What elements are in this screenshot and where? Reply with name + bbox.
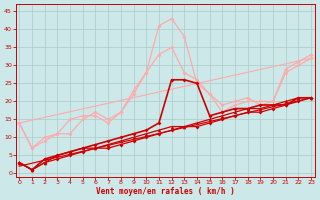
X-axis label: Vent moyen/en rafales ( km/h ): Vent moyen/en rafales ( km/h ) <box>96 187 235 196</box>
